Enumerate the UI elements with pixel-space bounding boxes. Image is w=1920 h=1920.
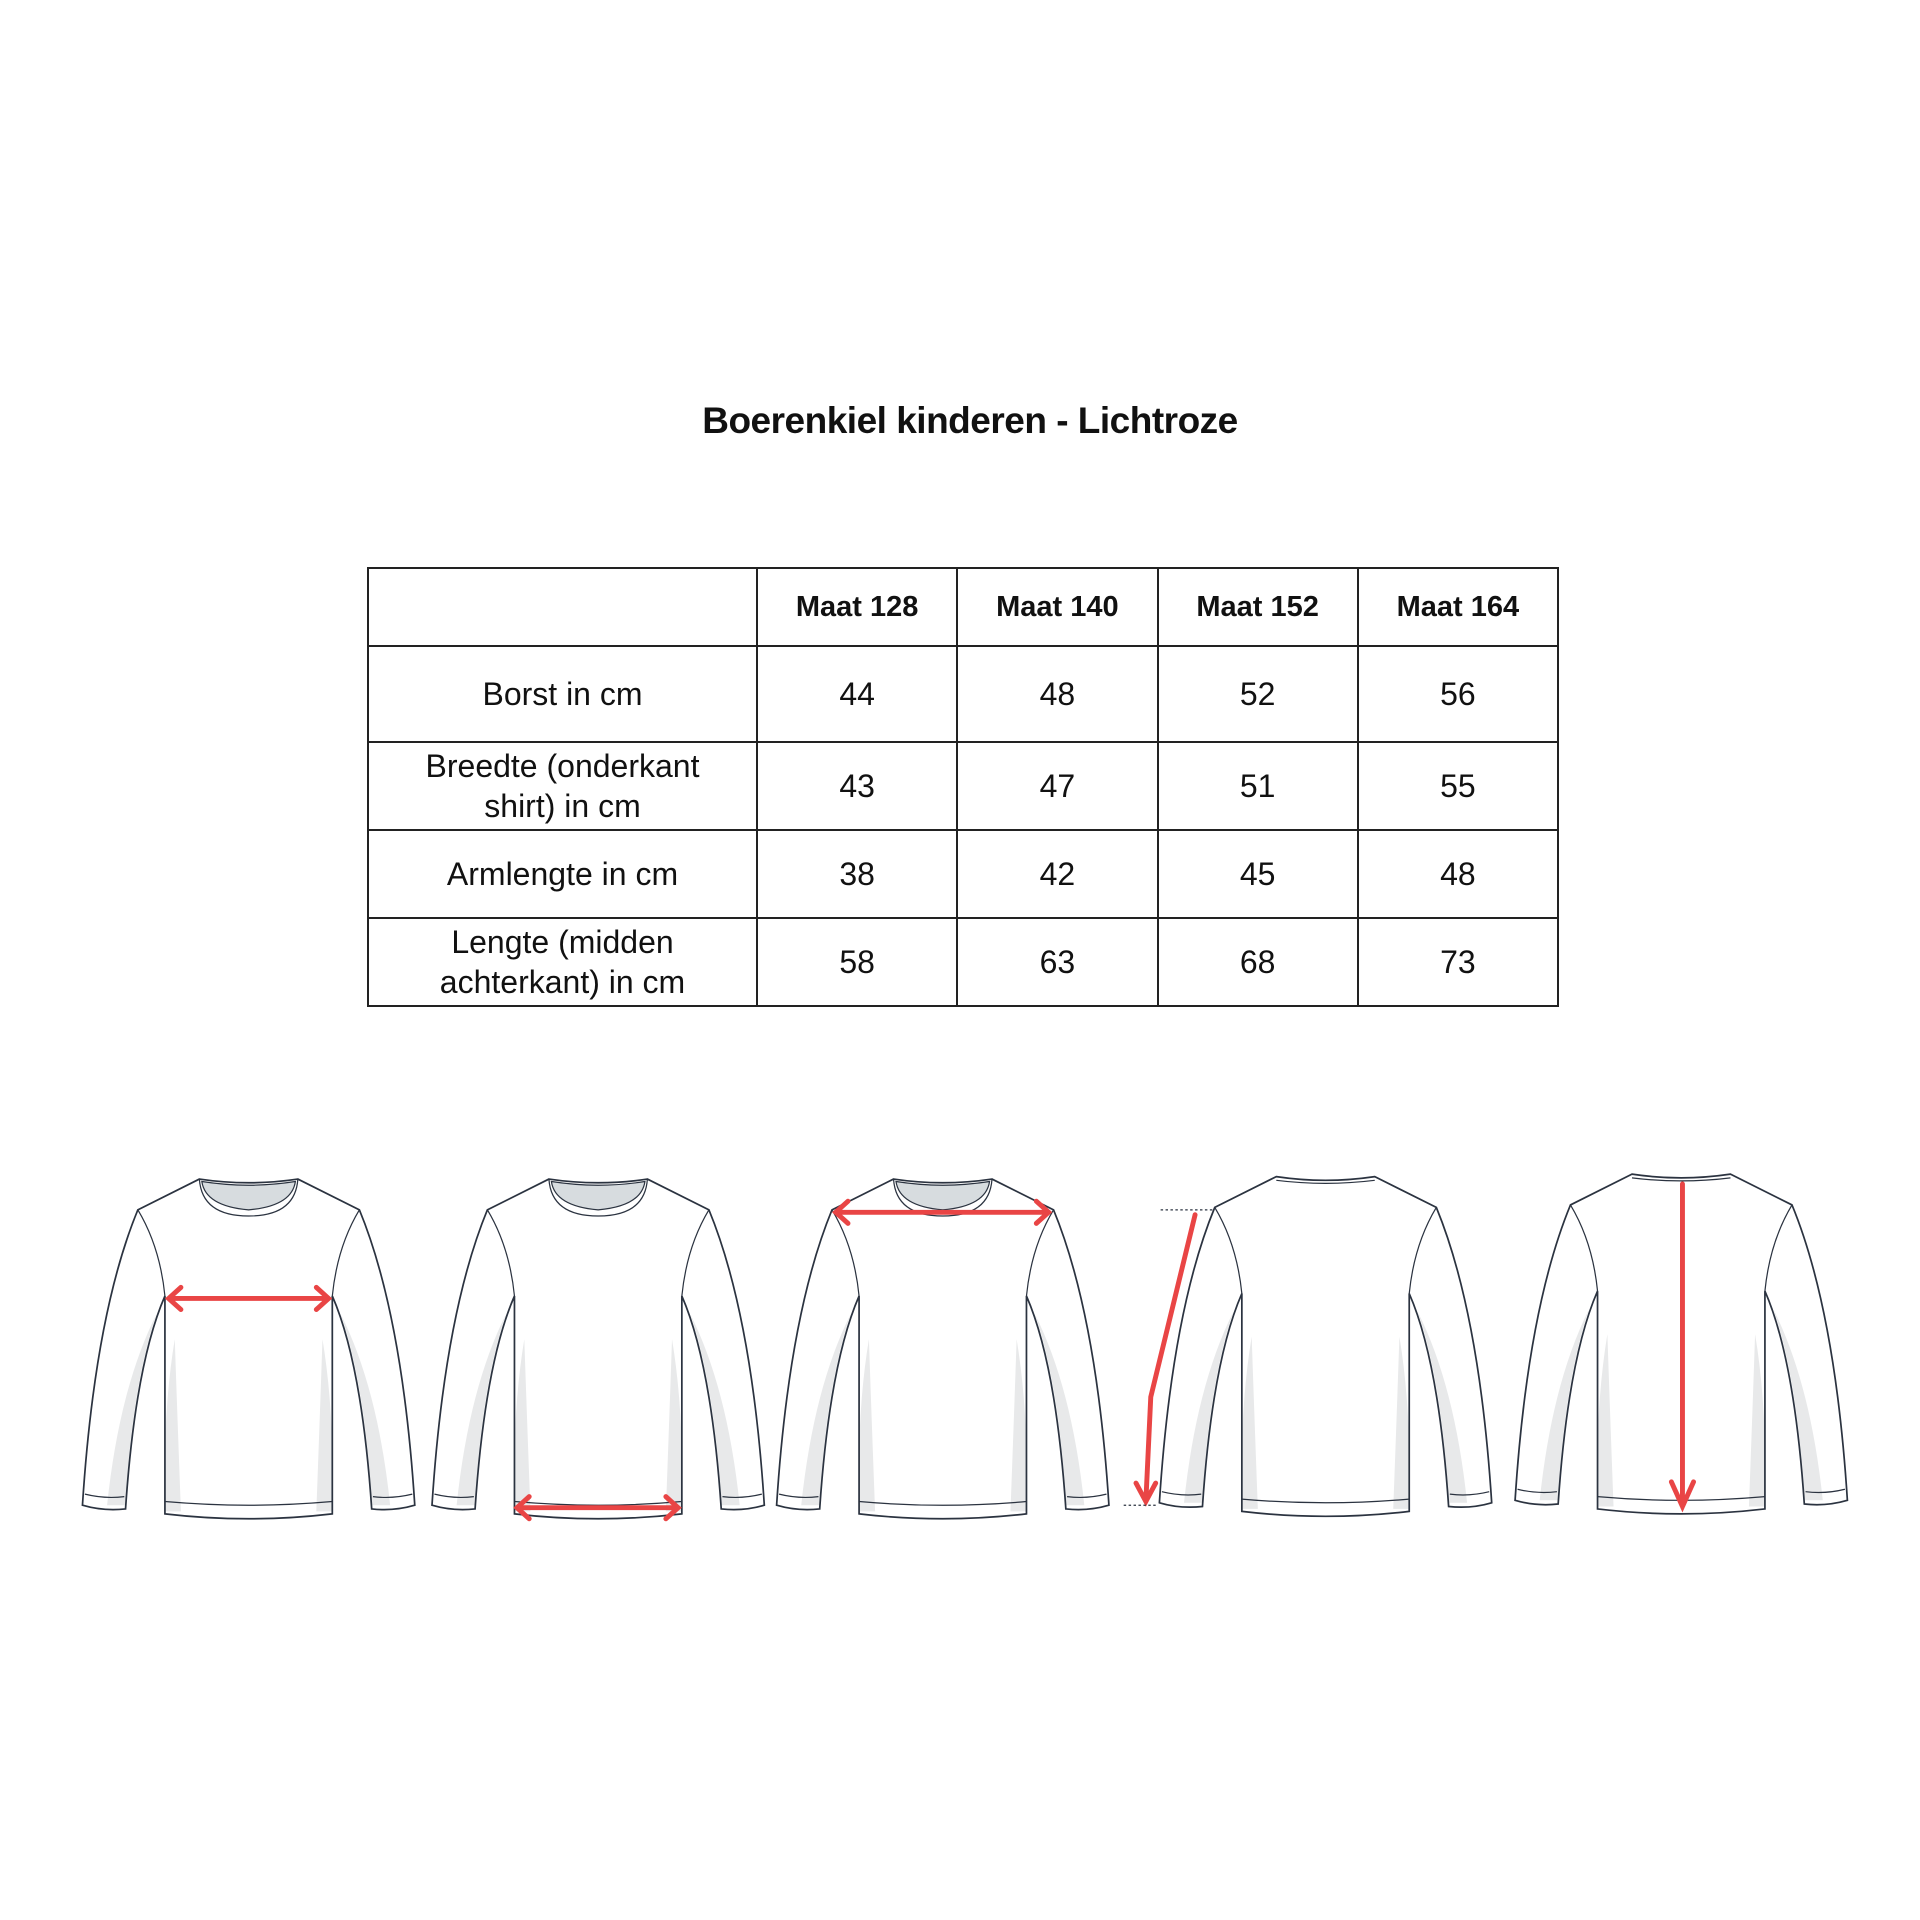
table-header-row: Maat 128 Maat 140 Maat 152 Maat 164 (367, 567, 1560, 647)
header-size: Maat 128 (755, 567, 959, 647)
cell: 51 (1156, 741, 1359, 831)
length-arrow-icon (1668, 1181, 1697, 1513)
cell: 48 (956, 645, 1159, 743)
chest-arrow-icon (164, 1284, 333, 1313)
cell: 68 (1156, 917, 1359, 1007)
cell: 56 (1356, 645, 1560, 743)
row-label: Breedte (onderkant shirt) in cm (367, 741, 758, 831)
shirt-front-hem (431, 1178, 766, 1520)
table-row: Borst in cm 44 48 52 56 (367, 645, 1560, 743)
shoulder-arrow-icon (832, 1198, 1053, 1226)
cell: 63 (956, 917, 1159, 1007)
table-row: Armlengte in cm 38 42 45 48 (367, 829, 1560, 919)
table-row: Breedte (onderkant shirt) in cm 43 47 51… (367, 741, 1560, 831)
row-label: Armlengte in cm (367, 829, 758, 919)
cell: 44 (755, 645, 959, 743)
shirt-front-shoulder (775, 1178, 1110, 1520)
cell: 73 (1356, 917, 1560, 1007)
cell: 58 (755, 917, 959, 1007)
sleeve-arrow-icon (1133, 1212, 1198, 1507)
cell: 42 (956, 829, 1159, 919)
header-size: Maat 164 (1356, 567, 1560, 647)
hem-arrow-icon (513, 1494, 682, 1522)
header-size: Maat 140 (956, 567, 1159, 647)
header-empty (367, 567, 758, 647)
cell: 45 (1156, 829, 1359, 919)
table-row: Lengte (midden achterkant) in cm 58 63 6… (367, 917, 1560, 1007)
row-label: Borst in cm (367, 645, 758, 743)
sleeve-guide-lines (1123, 1209, 1213, 1506)
cell: 55 (1356, 741, 1560, 831)
cell: 47 (956, 741, 1159, 831)
page-title: Boerenkiel kinderen - Lichtroze (702, 400, 1238, 441)
shirt-back-sleeve (1158, 1175, 1493, 1518)
row-label: Lengte (midden achterkant) in cm (367, 917, 758, 1007)
cell: 48 (1356, 829, 1560, 919)
cell: 52 (1156, 645, 1359, 743)
size-table: Maat 128 Maat 140 Maat 152 Maat 164 Bors… (367, 567, 1560, 1007)
cell: 43 (755, 741, 959, 831)
header-size: Maat 152 (1156, 567, 1359, 647)
shirt-front-chest (81, 1178, 416, 1520)
cell: 38 (755, 829, 959, 919)
